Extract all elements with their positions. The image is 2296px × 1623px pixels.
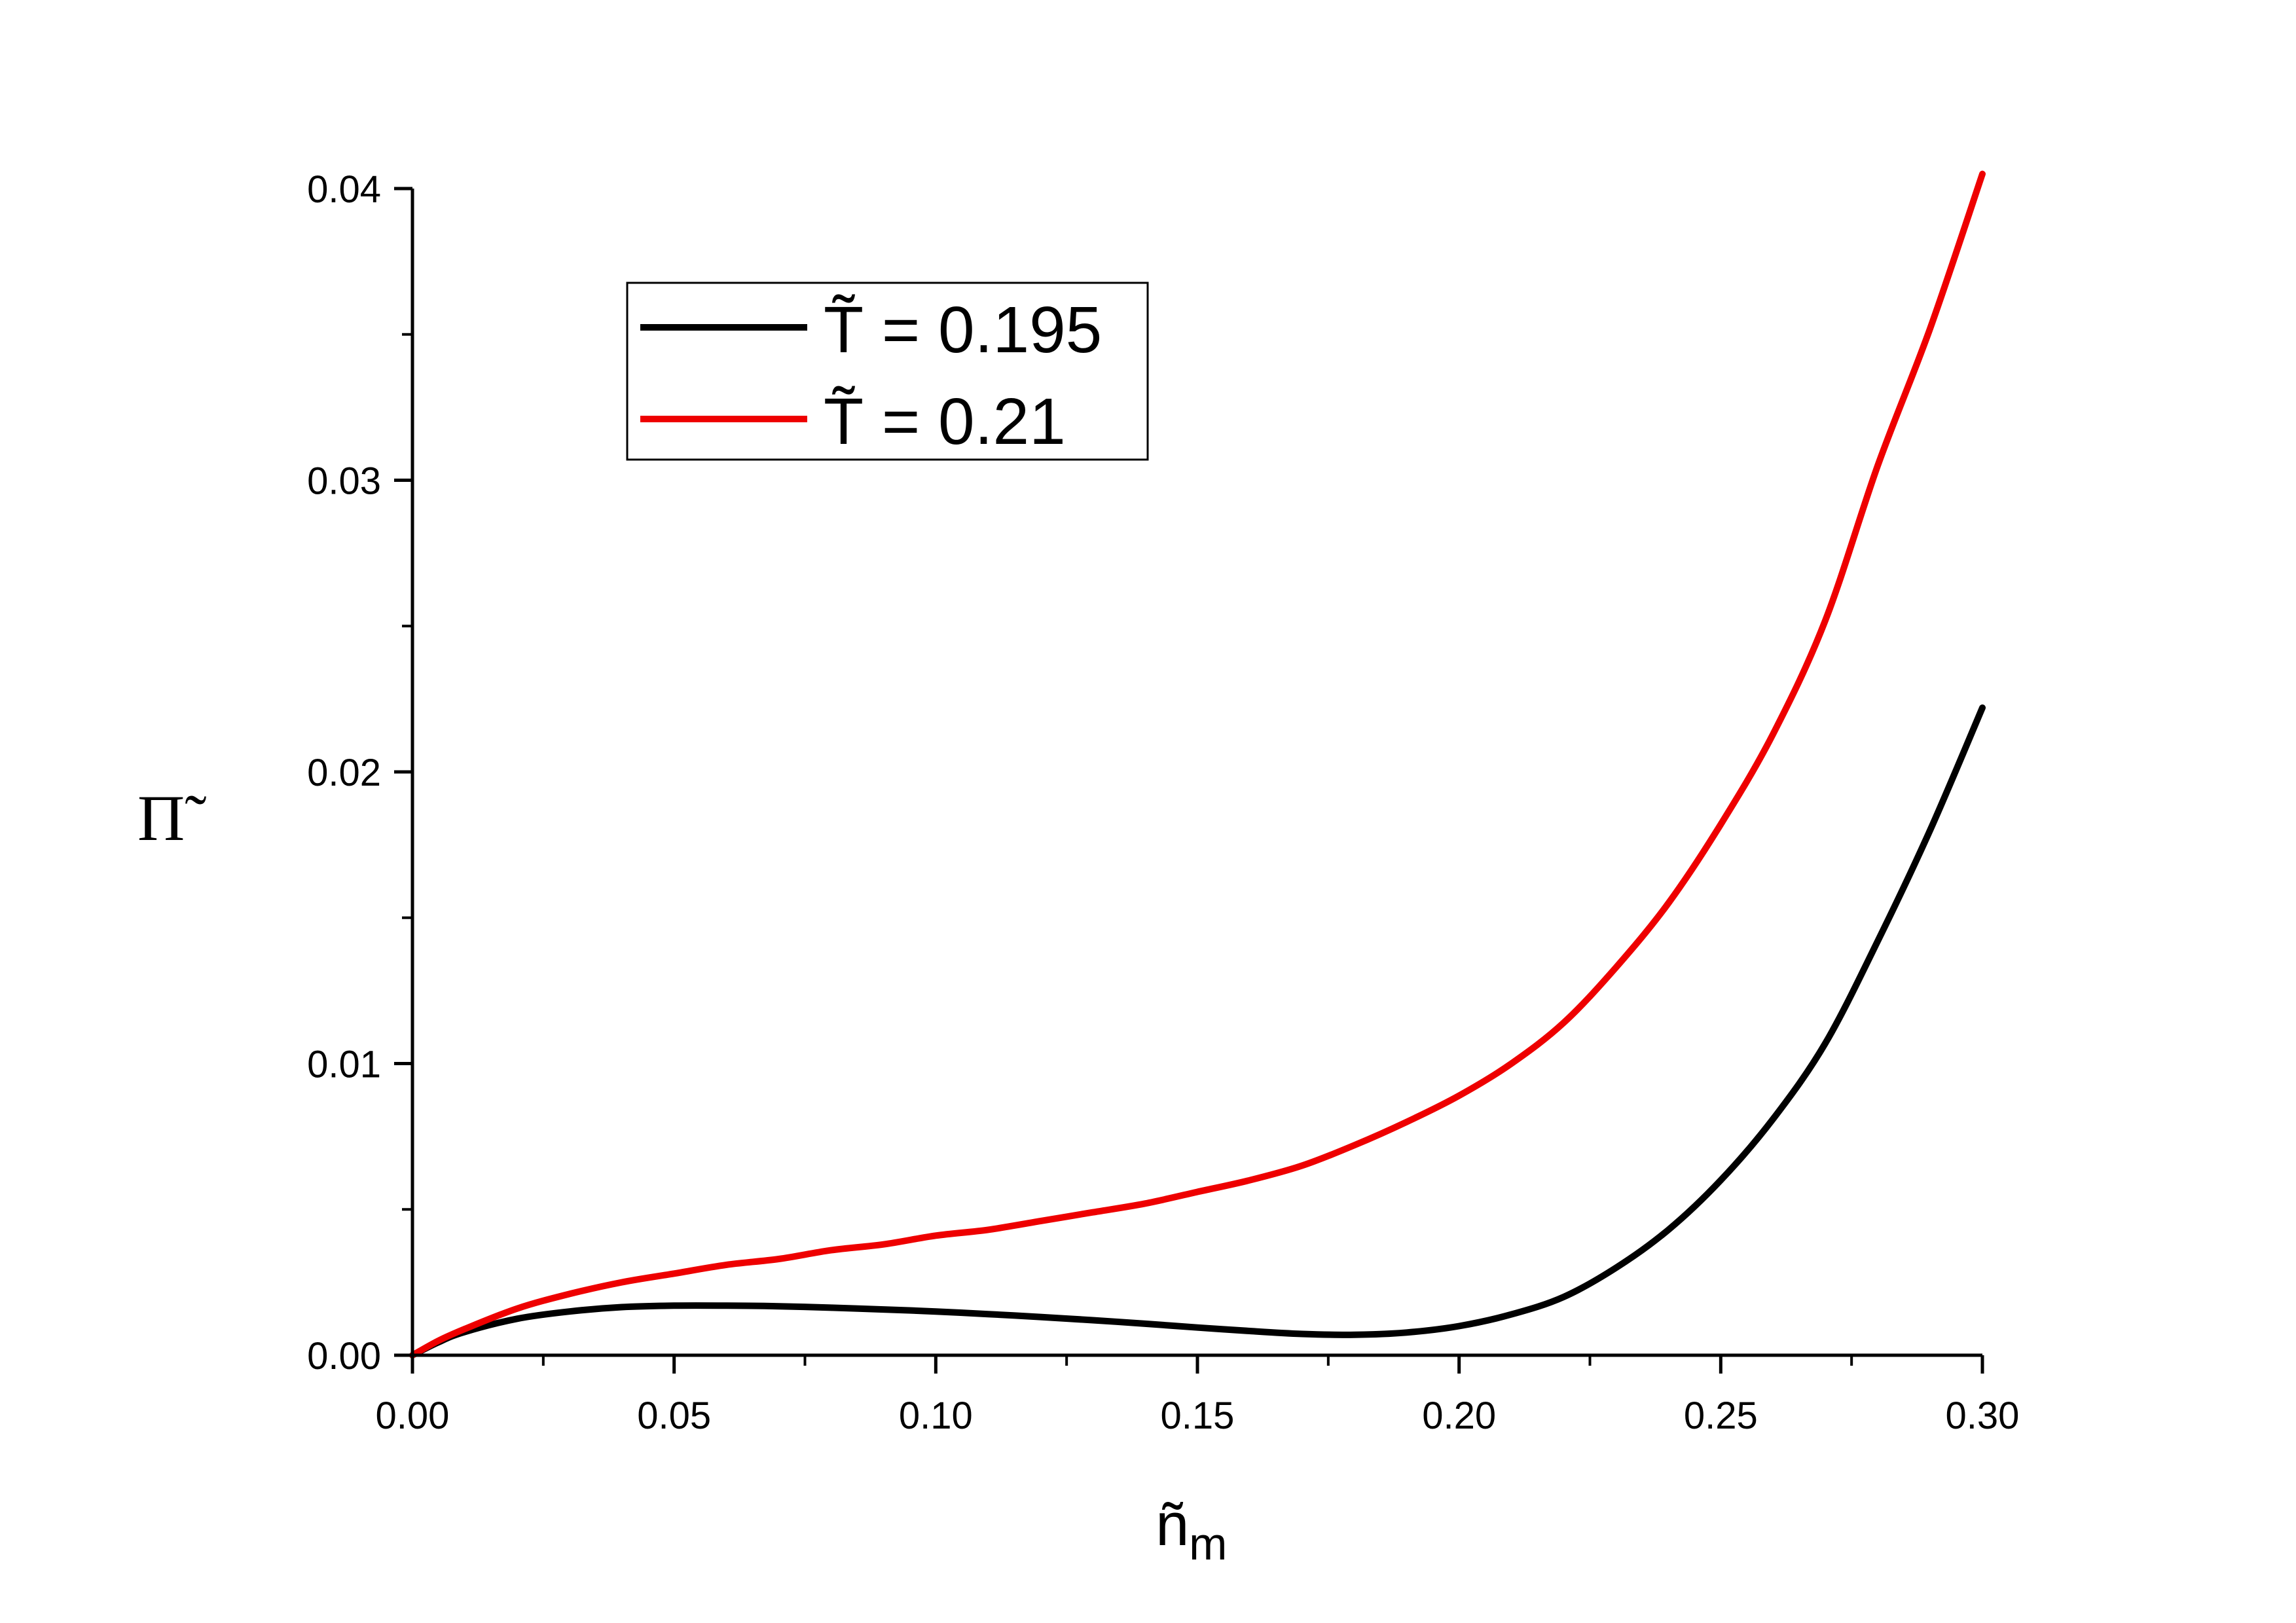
x-tick-label: 0.05 — [637, 1395, 711, 1437]
series-line-1 — [409, 704, 1986, 1359]
y-axis-title: Π̃ — [137, 782, 206, 854]
x-axis-title-subscript: m — [1189, 1518, 1227, 1569]
legend-box — [626, 282, 1149, 461]
x-tick-label: 0.30 — [1946, 1395, 2020, 1437]
x-axis-title: ñm — [1156, 1491, 1227, 1569]
y-tick-label: 0.00 — [307, 1335, 381, 1377]
x-ticks: 0.00 0.05 0.10 0.15 0.20 0.25 0.30 — [376, 1355, 2020, 1437]
y-tick-label: 0.04 — [307, 168, 381, 211]
y-tick-label: 0.02 — [307, 752, 381, 794]
x-tick-label: 0.20 — [1422, 1395, 1496, 1437]
legend-label-series-1: T̃ = 0.195 — [824, 293, 1102, 367]
legend-label-series-2: T̃ = 0.21 — [824, 385, 1066, 458]
y-tick-label: 0.03 — [307, 460, 381, 503]
series-layer — [409, 170, 1986, 1359]
plot-area: 0.00 0.05 0.10 0.15 0.20 0.25 0.30 0.000.010.0… — [307, 168, 2019, 1437]
y-tick-label: 0.01 — [307, 1044, 381, 1086]
x-tick-label: 0.15 — [1161, 1395, 1235, 1437]
x-tick-label: 0.00 — [376, 1395, 450, 1437]
x-axis-title-main: ñ — [1156, 1491, 1189, 1558]
x-tick-label: 0.25 — [1684, 1395, 1758, 1437]
x-tick-label: 0.10 — [899, 1395, 973, 1437]
legend: T̃ = 0.195 T̃ = 0.21 — [626, 282, 1149, 461]
series-line-2 — [409, 170, 1986, 1359]
y-ticks: 0.00 0.01 0.02 0.03 0.04 — [307, 168, 412, 1377]
